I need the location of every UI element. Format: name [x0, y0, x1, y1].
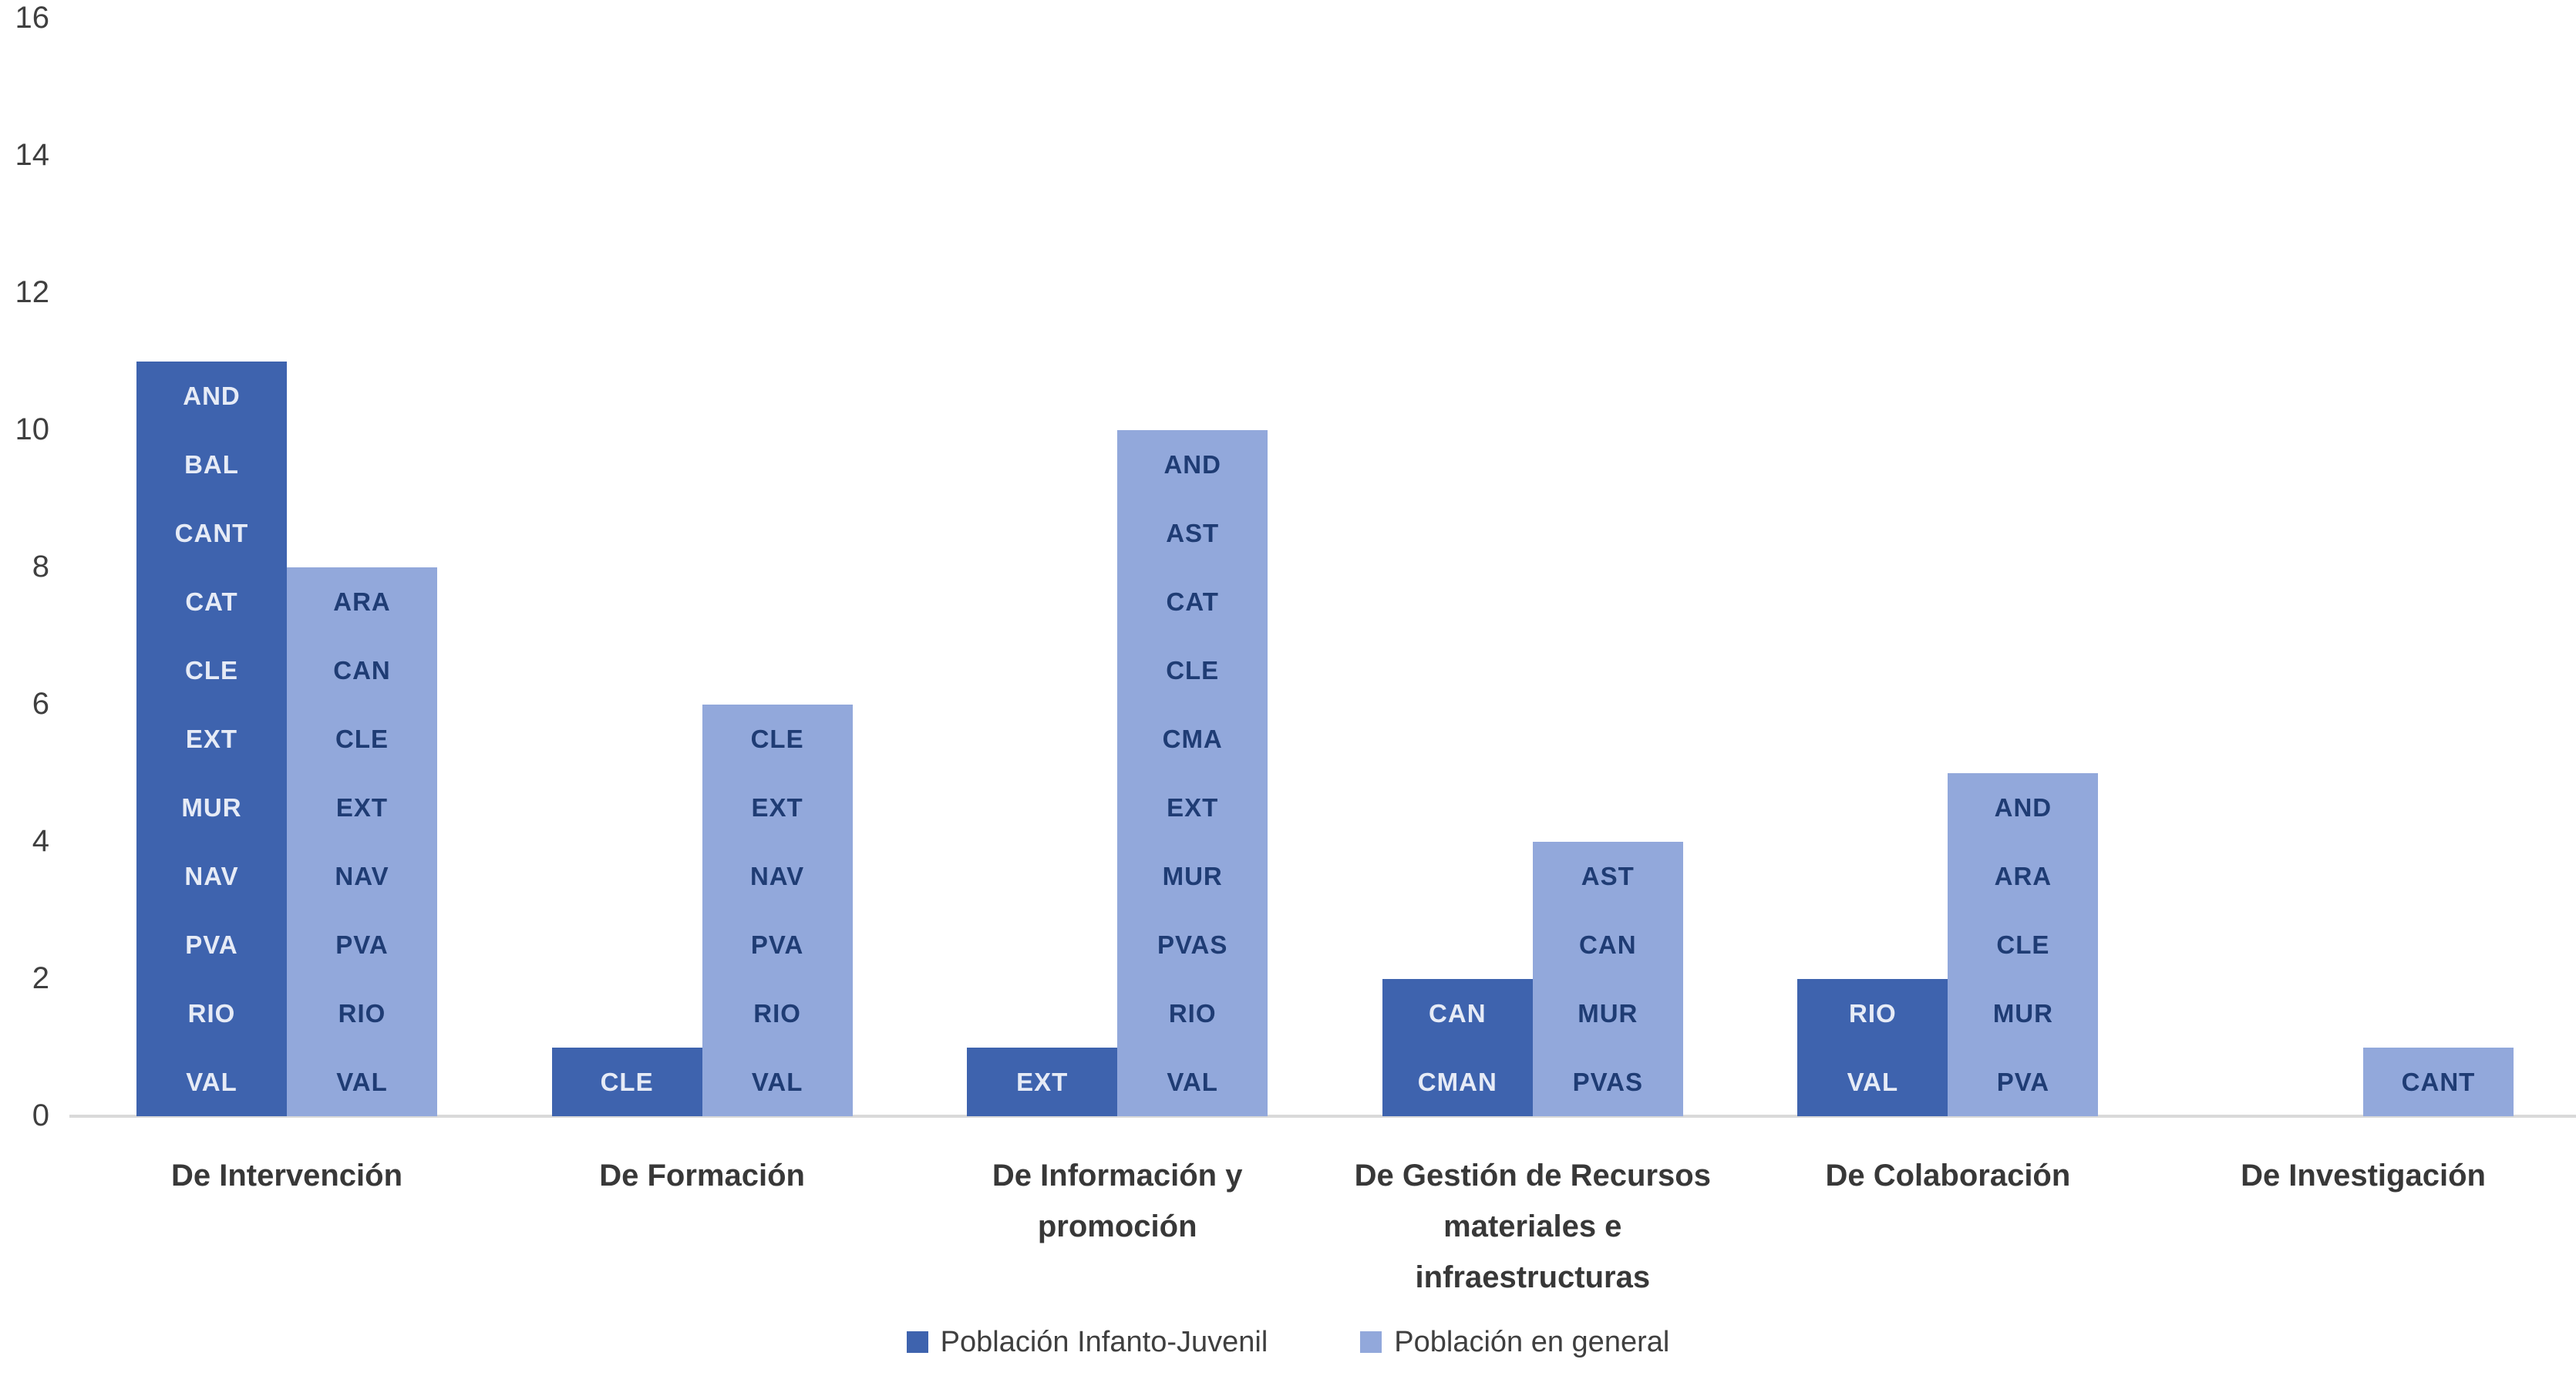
y-axis-tick-label: 6 — [32, 687, 49, 722]
bar-segment-label: AND — [1163, 450, 1221, 479]
bar-segment-label: RIO — [1168, 999, 1217, 1028]
x-axis-category-label: De Formación — [599, 1159, 805, 1193]
bar-segment-label: EXT — [1167, 793, 1219, 822]
bar-segment-label: CAT — [185, 587, 238, 616]
bar-segment-label: RIO — [1849, 999, 1897, 1028]
bar-general-0: ARA CAN CLE EXT NAV PVA RIO VAL — [287, 567, 437, 1116]
bar-segment-label: CAN — [1429, 999, 1487, 1028]
bar-segment-label: VAL — [1167, 1068, 1218, 1096]
bar-segment-label: CAT — [1166, 587, 1219, 616]
legend-label-infanto-juvenil: Población Infanto-Juvenil — [940, 1326, 1268, 1358]
x-axis-line — [69, 1115, 2576, 1118]
bar-segment-label: VAL — [1847, 1068, 1899, 1096]
y-axis-tick-label: 14 — [15, 138, 50, 173]
y-axis-tick-label: 10 — [15, 412, 50, 447]
bar-segment-label: MUR — [181, 793, 242, 822]
x-axis-category-label: De Gestión de Recursos materiales e infr… — [1354, 1159, 1711, 1294]
y-axis-tick-label: 2 — [32, 961, 49, 996]
bar-segment-label: EXT — [1016, 1068, 1069, 1096]
bar-segment-label: CAN — [333, 656, 391, 685]
bar-general-3: AST CAN MUR PVAS — [1532, 842, 1683, 1116]
bar-segment-label: PVAS — [1157, 930, 1228, 959]
bar-general-2: AND AST CAT CLE CMA EXT MUR PVAS RIO VAL — [1117, 430, 1268, 1116]
bar-segment-label: RIO — [753, 999, 801, 1028]
legend-swatch-general — [1360, 1331, 1382, 1353]
bar-segment-label: RIO — [187, 999, 236, 1028]
bar-segment-label: CAN — [1579, 930, 1637, 959]
bar-segment-label: CANT — [2401, 1068, 2476, 1096]
bar-segment-label: PVA — [750, 930, 804, 959]
bar-segment-label: CANT — [174, 519, 249, 547]
x-axis-category-label: De Intervención — [170, 1159, 403, 1193]
bar-infanto-juvenil-0: AND BAL CANT CAT CLE EXT MUR NAV PVA RIO VAL — [136, 362, 287, 1116]
y-axis-tick-label: 12 — [15, 275, 50, 310]
x-axis-category-label: De Colaboración — [1825, 1159, 2071, 1193]
legend: Población Infanto-Juvenil Población en g… — [0, 1327, 2576, 1357]
y-axis-tick-label: 4 — [32, 824, 49, 859]
bar-segment-label: PVA — [335, 930, 389, 959]
bar-segment-label: NAV — [184, 862, 239, 890]
bar-segment-label: NAV — [335, 862, 389, 890]
bar-infanto-juvenil-1: CLE — [551, 1048, 702, 1116]
bar-segment-label: EXT — [335, 793, 389, 822]
y-axis-tick-label: 16 — [15, 1, 50, 35]
bar-segment-label: ARA — [333, 587, 391, 616]
bar-segment-label: AST — [1581, 862, 1635, 890]
bar-segment-label: AND — [1994, 793, 2052, 822]
bar-segment-label: AST — [1166, 519, 1220, 547]
bar-segment-label: CLE — [1996, 930, 2050, 959]
bar-segment-label: EXT — [185, 725, 238, 753]
bar-segment-label: PVA — [185, 930, 238, 959]
x-axis-category-label: De Información y promoción — [992, 1159, 1243, 1243]
bar-segment-label: CLE — [1166, 656, 1220, 685]
bar-segment-label: EXT — [751, 793, 803, 822]
bar-segment-label: VAL — [751, 1068, 803, 1096]
bar-segment-label: MUR — [1992, 999, 2053, 1028]
y-axis-tick-label: 0 — [32, 1098, 49, 1133]
bar-segment-label: CMAN — [1417, 1068, 1497, 1096]
bar-segment-label: PVA — [1996, 1068, 2050, 1096]
bar-segment-label: NAV — [749, 862, 805, 890]
bar-segment-label: PVAS — [1572, 1068, 1643, 1096]
bar-segment-label: VAL — [336, 1068, 388, 1096]
bar-segment-label: CLE — [185, 656, 238, 685]
bar-infanto-juvenil-3: CAN CMAN — [1382, 979, 1533, 1116]
bar-infanto-juvenil-4: RIO VAL — [1797, 979, 1948, 1116]
legend-label-general: Población en general — [1394, 1326, 1670, 1358]
bar-segment-label: BAL — [184, 450, 239, 479]
bar-segment-label: CMA — [1162, 725, 1223, 753]
legend-item-general: Población en general — [1360, 1327, 1669, 1357]
bar-general-1: CLE EXT NAV PVA RIO VAL — [702, 705, 853, 1116]
bar-general-4: AND ARA CLE MUR PVA — [1948, 773, 2099, 1116]
x-axis-category-label: De Investigación — [2241, 1159, 2486, 1193]
bar-segment-label: CLE — [335, 725, 389, 753]
bar-segment-label: RIO — [338, 999, 386, 1028]
legend-item-infanto-juvenil: Población Infanto-Juvenil — [906, 1326, 1268, 1358]
bar-segment-label: ARA — [1994, 862, 2052, 890]
bar-segment-label: CLE — [600, 1068, 654, 1096]
bar-segment-label: MUR — [1162, 862, 1223, 890]
bar-segment-label: CLE — [750, 725, 804, 753]
bar-infanto-juvenil-2: EXT — [967, 1048, 1118, 1116]
y-axis-tick-label: 8 — [32, 550, 49, 584]
bar-segment-label: AND — [183, 382, 241, 410]
bar-segment-label: MUR — [1578, 999, 1638, 1028]
bar-general-5: CANT — [2363, 1048, 2514, 1116]
legend-swatch-infanto-juvenil — [906, 1331, 928, 1353]
bar-segment-label: VAL — [186, 1068, 237, 1096]
